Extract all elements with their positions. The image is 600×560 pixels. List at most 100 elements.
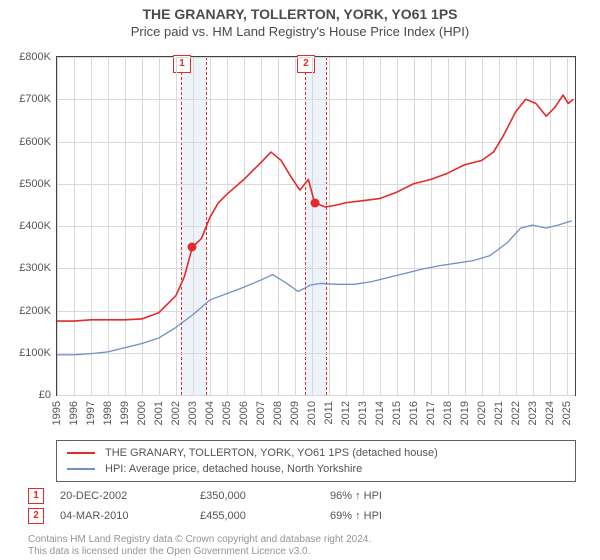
- sale-row-price: £455,000: [200, 510, 330, 522]
- sale-row-badge: 1: [28, 488, 44, 504]
- legend-label: HPI: Average price, detached house, Nort…: [105, 463, 362, 475]
- x-axis-label: 1999: [119, 401, 131, 425]
- gridline-v: [142, 57, 143, 395]
- credits-line2: This data is licensed under the Open Gov…: [28, 546, 588, 558]
- gridline-v: [397, 57, 398, 395]
- x-axis-label: 2025: [561, 401, 573, 425]
- x-axis-label: 2008: [272, 401, 284, 425]
- gridline-v: [465, 57, 466, 395]
- grid-layer: [57, 57, 575, 395]
- gridline-v: [533, 57, 534, 395]
- x-axis-label: 2019: [459, 401, 471, 425]
- gridline-v: [346, 57, 347, 395]
- gridline-v: [159, 57, 160, 395]
- gridline-v: [210, 57, 211, 395]
- legend-item: HPI: Average price, detached house, Nort…: [67, 461, 565, 477]
- chart-subtitle: Price paid vs. HM Land Registry's House …: [0, 24, 600, 39]
- credits: Contains HM Land Registry data © Crown c…: [28, 534, 588, 558]
- x-axis-label: 1996: [68, 401, 80, 425]
- gridline-h: [57, 311, 575, 312]
- gridline-h: [57, 268, 575, 269]
- series-line-price: [57, 95, 573, 321]
- gridline-v: [414, 57, 415, 395]
- gridline-h: [57, 226, 575, 227]
- x-axis-label: 2003: [187, 401, 199, 425]
- gridline-h: [57, 99, 575, 100]
- gridline-v: [261, 57, 262, 395]
- y-axis-label: £700K: [0, 93, 51, 105]
- x-axis-label: 2011: [323, 401, 335, 425]
- x-axis-label: 2002: [170, 401, 182, 425]
- x-axis-label: 2004: [204, 401, 216, 425]
- gridline-v: [448, 57, 449, 395]
- gridline-v: [482, 57, 483, 395]
- x-axis-label: 2009: [289, 401, 301, 425]
- x-axis-label: 2012: [340, 401, 352, 425]
- sale-band-badge: 1: [173, 55, 191, 73]
- legend-box: THE GRANARY, TOLLERTON, YORK, YO61 1PS (…: [56, 440, 576, 482]
- x-axis-label: 1998: [102, 401, 114, 425]
- x-axis-label: 1995: [51, 401, 63, 425]
- gridline-v: [550, 57, 551, 395]
- sale-band: [305, 57, 327, 395]
- gridline-v: [278, 57, 279, 395]
- y-axis-label: £300K: [0, 262, 51, 274]
- x-axis-label: 1997: [85, 401, 97, 425]
- sale-row-hpi: 69% ↑ HPI: [330, 510, 450, 522]
- x-axis-label: 2020: [476, 401, 488, 425]
- sale-row-date: 20-DEC-2002: [60, 490, 200, 502]
- y-axis-label: £100K: [0, 347, 51, 359]
- y-axis-label: £600K: [0, 136, 51, 148]
- legend-swatch: [67, 452, 95, 454]
- x-axis-label: 2007: [255, 401, 267, 425]
- x-axis-label: 2005: [221, 401, 233, 425]
- x-axis-label: 2023: [527, 401, 539, 425]
- sale-row: 1 20-DEC-2002£350,00096% ↑ HPI: [28, 486, 450, 506]
- gridline-v: [91, 57, 92, 395]
- x-axis-label: 2015: [391, 401, 403, 425]
- bands-layer: 12: [57, 57, 575, 395]
- x-axis-label: 2018: [442, 401, 454, 425]
- gridline-v: [74, 57, 75, 395]
- legend-swatch: [67, 468, 95, 470]
- sale-marker: [188, 243, 197, 252]
- sale-row-badge: 2: [28, 508, 44, 524]
- gridline-v: [516, 57, 517, 395]
- sale-row: 2 04-MAR-2010£455,00069% ↑ HPI: [28, 506, 450, 526]
- gridline-v: [567, 57, 568, 395]
- y-axis-label: £800K: [0, 51, 51, 63]
- gridline-h: [57, 57, 575, 58]
- x-axis-label: 2006: [238, 401, 250, 425]
- x-axis-label: 2022: [510, 401, 522, 425]
- gridline-v: [312, 57, 313, 395]
- sale-band: [181, 57, 207, 395]
- gridline-v: [125, 57, 126, 395]
- x-axis-label: 2016: [408, 401, 420, 425]
- sale-row-price: £350,000: [200, 490, 330, 502]
- sale-marker: [310, 198, 319, 207]
- y-axis-label: £200K: [0, 305, 51, 317]
- gridline-v: [431, 57, 432, 395]
- gridline-v: [57, 57, 58, 395]
- gridline-v: [108, 57, 109, 395]
- y-axis-label: £400K: [0, 220, 51, 232]
- x-axis-label: 2000: [136, 401, 148, 425]
- sale-row-hpi: 96% ↑ HPI: [330, 490, 450, 502]
- gridline-h: [57, 353, 575, 354]
- legend-item: THE GRANARY, TOLLERTON, YORK, YO61 1PS (…: [67, 445, 565, 461]
- gridline-v: [329, 57, 330, 395]
- y-axis-label: £500K: [0, 178, 51, 190]
- y-axis-label: £0: [0, 389, 51, 401]
- x-axis-label: 2001: [153, 401, 165, 425]
- gridline-h: [57, 395, 575, 396]
- gridline-v: [380, 57, 381, 395]
- series-line-hpi: [57, 221, 572, 355]
- x-axis-label: 2017: [425, 401, 437, 425]
- gridline-h: [57, 184, 575, 185]
- gridline-h: [57, 142, 575, 143]
- x-axis-label: 2021: [493, 401, 505, 425]
- series-layer: [57, 57, 575, 395]
- markers-layer: [57, 57, 575, 395]
- gridline-v: [227, 57, 228, 395]
- sale-row-date: 04-MAR-2010: [60, 510, 200, 522]
